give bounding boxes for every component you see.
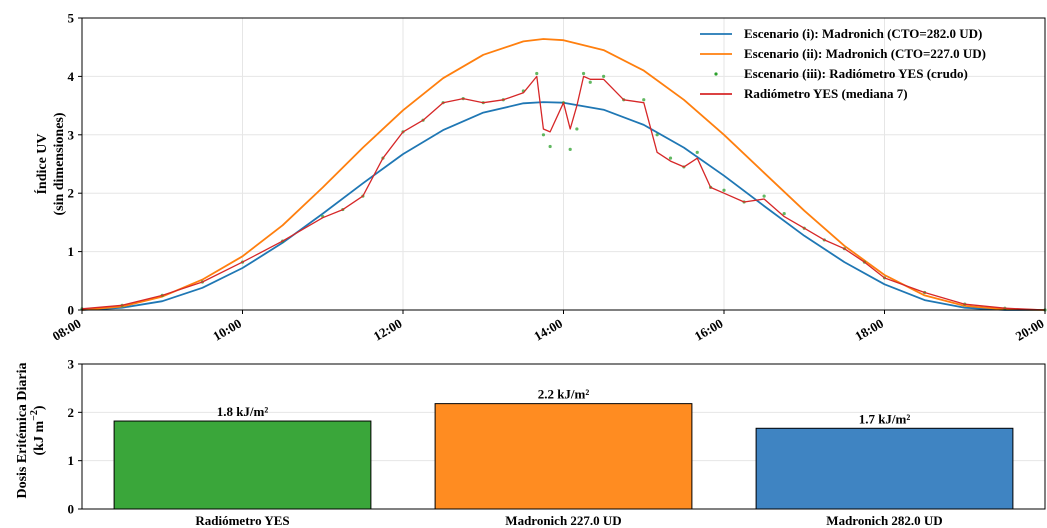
dose-y-axis-label-exponent: −2	[29, 410, 40, 421]
x-tick-label: 08:00	[50, 316, 84, 344]
bar-value-label: 1.8 kJ/m²	[217, 404, 269, 419]
raw-radiometer-point	[642, 98, 646, 102]
plot-frame	[81, 363, 1046, 510]
legend-entry: Escenario (iii): Radiómetro YES (crudo)	[744, 66, 968, 81]
uv-y-axis-label-line2: (sin dimensiones)	[52, 112, 67, 215]
raw-radiometer-point	[668, 156, 673, 160]
raw-radiometer-point	[762, 194, 766, 198]
dose-y-axis-label-line1: Dosis Eritémica Diaria	[15, 362, 30, 498]
raw-radiometer-point	[695, 150, 699, 154]
raw-radiometer-point	[548, 144, 552, 149]
legend: Escenario (i): Madronich (CTO=282.0 UD) E…	[700, 26, 986, 101]
raw-radiometer-point	[568, 147, 572, 151]
madronich-282-line	[81, 101, 1045, 311]
dose-bar	[113, 420, 372, 510]
y-tick-label: 2	[68, 405, 75, 420]
y-tick-label: 3	[68, 127, 75, 142]
erythemal-dose-bar-chart: 1.8 kJ/m² Radiómetro YES 2.2 kJ/m² Madronic…	[15, 357, 1046, 528]
legend-entry: Escenario (ii): Madronich (CTO=227.0 UD)	[744, 46, 986, 61]
dose-y-axis-label: Dosis Eritémica Diaria (kJ m−2)	[15, 362, 47, 498]
y-tick-label: 1	[68, 244, 75, 259]
x-tick-label: 16:00	[692, 316, 726, 344]
legend-entry: Radiómetro YES (mediana 7)	[744, 86, 908, 101]
uv-y-axis-label: Índice UV (sin dimensiones)	[33, 112, 67, 215]
y-tick-label: 4	[68, 69, 75, 84]
dose-bar	[755, 427, 1014, 510]
raw-radiometer-point	[782, 212, 786, 216]
bar-value-label: 2.2 kJ/m²	[538, 387, 590, 402]
uv-y-axis-label-line1: Índice UV	[33, 133, 50, 194]
bar-value-label: 1.7 kJ/m²	[859, 411, 911, 426]
y-tick-label: 1	[68, 453, 75, 468]
y-tick-label: 2	[68, 186, 75, 201]
legend-entry: Escenario (i): Madronich (CTO=282.0 UD)	[744, 26, 982, 41]
raw-radiometer-point	[722, 188, 726, 192]
dose-y-axis-label-line2: (kJ m	[32, 421, 47, 456]
raw-radiometer-point	[581, 71, 586, 76]
madronich-227-line	[81, 38, 1046, 311]
raw-radiometer-point	[655, 133, 659, 137]
legend-marker	[714, 72, 718, 76]
x-category-label: Madronich 282.0 UD	[826, 513, 942, 528]
raw-radiometer-point	[535, 71, 539, 76]
x-category-label: Madronich 227.0 UD	[505, 513, 621, 528]
raw-radiometer-point	[575, 127, 579, 131]
x-tick-label: 14:00	[531, 316, 565, 344]
raw-radiometer-point	[588, 80, 592, 84]
y-tick-label: 0	[68, 303, 75, 318]
uv-index-line-chart: 0 1 2 3 4 5 08:00 10:00 12:00 14:00 16:00 18:00 20:0…	[33, 11, 1047, 344]
y-tick-label: 0	[68, 502, 75, 517]
dose-y-axis-label-close: )	[32, 405, 47, 410]
x-tick-label: 12:00	[371, 316, 405, 344]
y-tick-label: 3	[68, 357, 75, 372]
raw-radiometer-point	[602, 74, 606, 78]
raw-radiometer-point	[541, 133, 546, 137]
x-tick-label: 20:00	[1013, 316, 1047, 344]
x-tick-label: 18:00	[852, 316, 886, 344]
dose-bar	[434, 403, 693, 510]
y-tick-label: 5	[68, 11, 75, 26]
radiometer-median-line	[81, 75, 1046, 311]
x-tick-label: 10:00	[210, 316, 244, 344]
x-category-label: Radiómetro YES	[195, 513, 289, 528]
